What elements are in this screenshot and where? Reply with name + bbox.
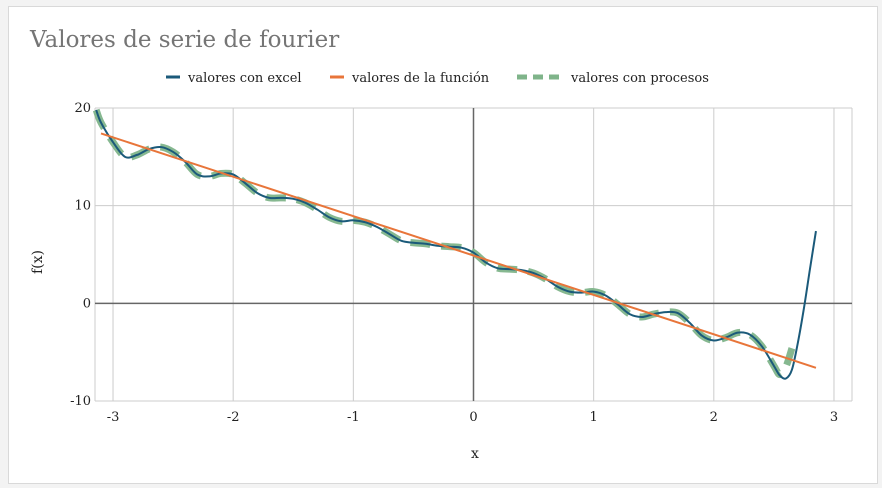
chart-title: Valores de serie de fourier [30,27,340,53]
y-tick-label: 10 [74,199,91,214]
y-tick-label: -10 [70,394,91,409]
legend-label: valores de la función [351,71,490,86]
y-tick-label: 20 [74,101,91,116]
x-tick-label: 2 [710,410,718,425]
series-line-1 [100,132,817,369]
x-axis-title: x [471,446,479,462]
x-tick-label: -1 [347,410,360,425]
x-tick-label: 0 [469,410,477,425]
series-line-2 [92,108,796,379]
y-axis-title: f(x) [30,250,46,274]
legend-label: valores con procesos [570,71,709,86]
y-tick-label: 0 [83,296,91,311]
grid [94,107,853,402]
series-layer [92,108,817,380]
x-tick-label: -2 [227,410,240,425]
series-line-0 [95,109,817,380]
legend: valores con excel valores de la función va… [166,71,709,86]
x-tick-label: 1 [590,410,598,425]
legend-label: valores con excel [187,71,302,86]
x-tick-label: 3 [830,410,838,425]
x-tick-label: -3 [107,410,120,425]
